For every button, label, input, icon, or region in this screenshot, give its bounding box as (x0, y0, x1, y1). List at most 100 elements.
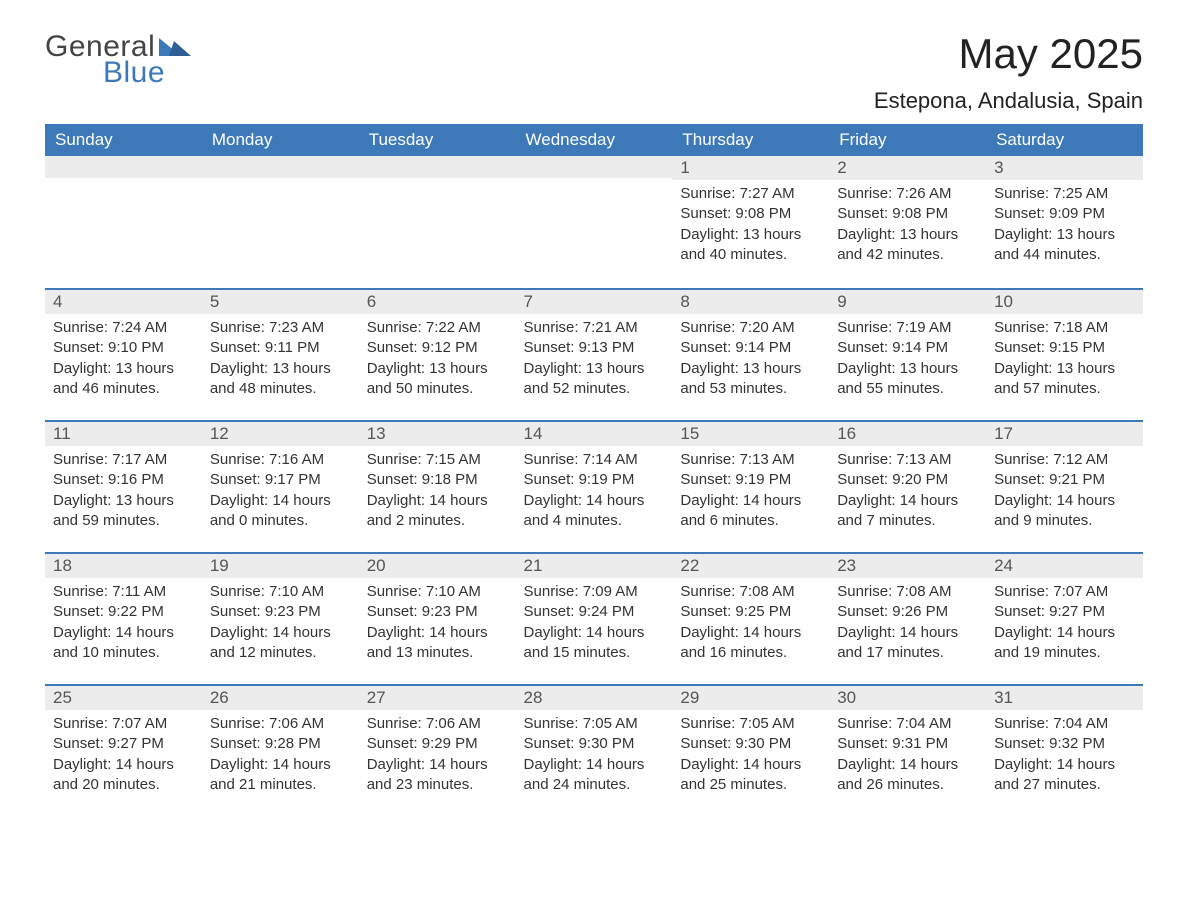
day-details: Sunrise: 7:18 AMSunset: 9:15 PMDaylight:… (986, 314, 1143, 407)
day-number: 18 (45, 552, 202, 578)
calendar-cell: 14Sunrise: 7:14 AMSunset: 9:19 PMDayligh… (516, 420, 673, 552)
sunset-line: Sunset: 9:08 PM (680, 204, 821, 224)
day-number: 25 (45, 684, 202, 710)
sunset-line: Sunset: 9:15 PM (994, 338, 1135, 358)
day-number: 31 (986, 684, 1143, 710)
calendar-cell: 12Sunrise: 7:16 AMSunset: 9:17 PMDayligh… (202, 420, 359, 552)
day-number: 10 (986, 288, 1143, 314)
weekday-header: Saturday (986, 124, 1143, 156)
weekday-header: Friday (829, 124, 986, 156)
sunset-line: Sunset: 9:27 PM (53, 734, 194, 754)
calendar-cell (359, 156, 516, 288)
sunrise-line: Sunrise: 7:16 AM (210, 450, 351, 470)
sunset-line: Sunset: 9:11 PM (210, 338, 351, 358)
day-details: Sunrise: 7:04 AMSunset: 9:32 PMDaylight:… (986, 710, 1143, 803)
daylight-line: Daylight: 13 hours and 48 minutes. (210, 359, 351, 400)
header: General Blue May 2025 Estepona, Andalusi… (45, 30, 1143, 114)
sunset-line: Sunset: 9:12 PM (367, 338, 508, 358)
weekday-header: Wednesday (516, 124, 673, 156)
sunrise-line: Sunrise: 7:26 AM (837, 184, 978, 204)
day-details: Sunrise: 7:16 AMSunset: 9:17 PMDaylight:… (202, 446, 359, 539)
daylight-line: Daylight: 14 hours and 21 minutes. (210, 755, 351, 796)
calendar-cell: 5Sunrise: 7:23 AMSunset: 9:11 PMDaylight… (202, 288, 359, 420)
calendar-cell: 15Sunrise: 7:13 AMSunset: 9:19 PMDayligh… (672, 420, 829, 552)
calendar-cell: 19Sunrise: 7:10 AMSunset: 9:23 PMDayligh… (202, 552, 359, 684)
calendar-body: 1Sunrise: 7:27 AMSunset: 9:08 PMDaylight… (45, 156, 1143, 816)
sunset-line: Sunset: 9:08 PM (837, 204, 978, 224)
day-number: 8 (672, 288, 829, 314)
sunset-line: Sunset: 9:19 PM (524, 470, 665, 490)
day-details: Sunrise: 7:11 AMSunset: 9:22 PMDaylight:… (45, 578, 202, 671)
sunset-line: Sunset: 9:26 PM (837, 602, 978, 622)
sunrise-line: Sunrise: 7:13 AM (837, 450, 978, 470)
sunrise-line: Sunrise: 7:10 AM (367, 582, 508, 602)
daylight-line: Daylight: 14 hours and 19 minutes. (994, 623, 1135, 664)
sunset-line: Sunset: 9:30 PM (524, 734, 665, 754)
day-details: Sunrise: 7:08 AMSunset: 9:26 PMDaylight:… (829, 578, 986, 671)
day-number: 28 (516, 684, 673, 710)
day-number: 14 (516, 420, 673, 446)
daylight-line: Daylight: 14 hours and 7 minutes. (837, 491, 978, 532)
day-number: 24 (986, 552, 1143, 578)
calendar-cell: 18Sunrise: 7:11 AMSunset: 9:22 PMDayligh… (45, 552, 202, 684)
day-number: 1 (672, 156, 829, 180)
sunset-line: Sunset: 9:28 PM (210, 734, 351, 754)
day-details: Sunrise: 7:22 AMSunset: 9:12 PMDaylight:… (359, 314, 516, 407)
weekday-header: Tuesday (359, 124, 516, 156)
day-number: 7 (516, 288, 673, 314)
calendar-cell: 27Sunrise: 7:06 AMSunset: 9:29 PMDayligh… (359, 684, 516, 816)
day-number: 27 (359, 684, 516, 710)
calendar-cell: 7Sunrise: 7:21 AMSunset: 9:13 PMDaylight… (516, 288, 673, 420)
day-number: 19 (202, 552, 359, 578)
sunrise-line: Sunrise: 7:12 AM (994, 450, 1135, 470)
calendar-cell: 21Sunrise: 7:09 AMSunset: 9:24 PMDayligh… (516, 552, 673, 684)
sunrise-line: Sunrise: 7:13 AM (680, 450, 821, 470)
day-details: Sunrise: 7:04 AMSunset: 9:31 PMDaylight:… (829, 710, 986, 803)
sunset-line: Sunset: 9:31 PM (837, 734, 978, 754)
calendar-cell: 24Sunrise: 7:07 AMSunset: 9:27 PMDayligh… (986, 552, 1143, 684)
day-details: Sunrise: 7:19 AMSunset: 9:14 PMDaylight:… (829, 314, 986, 407)
calendar-cell (45, 156, 202, 288)
daylight-line: Daylight: 14 hours and 4 minutes. (524, 491, 665, 532)
day-details: Sunrise: 7:26 AMSunset: 9:08 PMDaylight:… (829, 180, 986, 273)
day-details: Sunrise: 7:21 AMSunset: 9:13 PMDaylight:… (516, 314, 673, 407)
sunset-line: Sunset: 9:16 PM (53, 470, 194, 490)
day-number: 2 (829, 156, 986, 180)
daylight-line: Daylight: 14 hours and 15 minutes. (524, 623, 665, 664)
logo: General Blue (45, 30, 191, 90)
day-number: 15 (672, 420, 829, 446)
sunrise-line: Sunrise: 7:23 AM (210, 318, 351, 338)
weekday-header: Sunday (45, 124, 202, 156)
sunset-line: Sunset: 9:30 PM (680, 734, 821, 754)
calendar-cell: 22Sunrise: 7:08 AMSunset: 9:25 PMDayligh… (672, 552, 829, 684)
calendar-cell: 8Sunrise: 7:20 AMSunset: 9:14 PMDaylight… (672, 288, 829, 420)
day-details: Sunrise: 7:20 AMSunset: 9:14 PMDaylight:… (672, 314, 829, 407)
day-number: 11 (45, 420, 202, 446)
day-details: Sunrise: 7:09 AMSunset: 9:24 PMDaylight:… (516, 578, 673, 671)
sunset-line: Sunset: 9:09 PM (994, 204, 1135, 224)
daylight-line: Daylight: 13 hours and 59 minutes. (53, 491, 194, 532)
day-number: 9 (829, 288, 986, 314)
calendar-cell: 13Sunrise: 7:15 AMSunset: 9:18 PMDayligh… (359, 420, 516, 552)
sunrise-line: Sunrise: 7:09 AM (524, 582, 665, 602)
day-number: 16 (829, 420, 986, 446)
day-number: 26 (202, 684, 359, 710)
day-number: 6 (359, 288, 516, 314)
day-details: Sunrise: 7:13 AMSunset: 9:19 PMDaylight:… (672, 446, 829, 539)
sunrise-line: Sunrise: 7:06 AM (367, 714, 508, 734)
day-details: Sunrise: 7:17 AMSunset: 9:16 PMDaylight:… (45, 446, 202, 539)
sunrise-line: Sunrise: 7:05 AM (680, 714, 821, 734)
calendar-cell: 28Sunrise: 7:05 AMSunset: 9:30 PMDayligh… (516, 684, 673, 816)
day-number: 22 (672, 552, 829, 578)
calendar-header-row: SundayMondayTuesdayWednesdayThursdayFrid… (45, 124, 1143, 156)
day-number: 3 (986, 156, 1143, 180)
location: Estepona, Andalusia, Spain (874, 88, 1143, 114)
day-details: Sunrise: 7:27 AMSunset: 9:08 PMDaylight:… (672, 180, 829, 273)
calendar-cell: 31Sunrise: 7:04 AMSunset: 9:32 PMDayligh… (986, 684, 1143, 816)
sunset-line: Sunset: 9:29 PM (367, 734, 508, 754)
title-block: May 2025 Estepona, Andalusia, Spain (874, 30, 1143, 114)
calendar-cell: 11Sunrise: 7:17 AMSunset: 9:16 PMDayligh… (45, 420, 202, 552)
calendar-cell: 9Sunrise: 7:19 AMSunset: 9:14 PMDaylight… (829, 288, 986, 420)
sunset-line: Sunset: 9:17 PM (210, 470, 351, 490)
daylight-line: Daylight: 14 hours and 6 minutes. (680, 491, 821, 532)
